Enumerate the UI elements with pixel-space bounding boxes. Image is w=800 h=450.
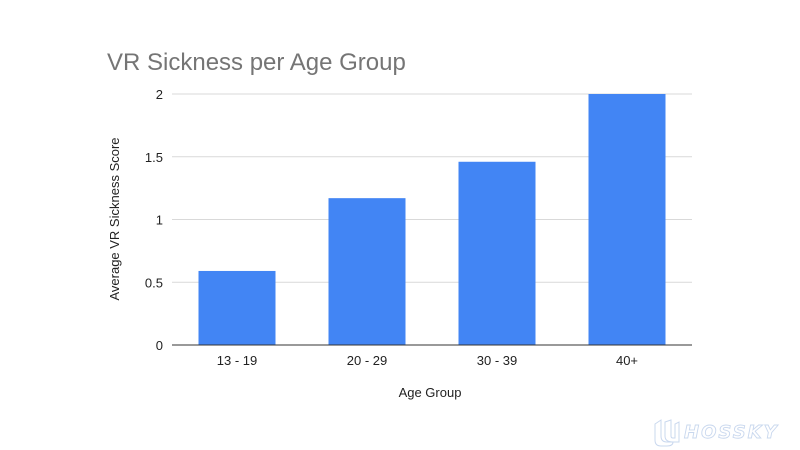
bars (198, 94, 666, 345)
y-tick-label: 0 (156, 338, 163, 353)
x-tick-label: 13 - 19 (217, 353, 257, 368)
chart-title: VR Sickness per Age Group (107, 49, 406, 76)
x-tick-label: 40+ (616, 353, 638, 368)
x-tick-labels: 13 - 19 20 - 29 30 - 39 40+ (217, 353, 638, 368)
watermark: HOSSKY (654, 419, 779, 447)
bar (328, 198, 406, 345)
x-axis-label: Age Group (399, 385, 462, 400)
y-tick-label: 0.5 (145, 275, 163, 290)
bar (458, 161, 536, 345)
y-tick-label: 2 (156, 87, 163, 102)
x-tick-label: 30 - 39 (477, 353, 517, 368)
watermark-text: HOSSKY (684, 422, 779, 443)
y-axis-label: Average VR Sickness Score (107, 137, 122, 300)
y-tick-labels: 0 0.5 1 1.5 2 (145, 87, 163, 353)
bar (198, 270, 276, 345)
x-tick-label: 20 - 29 (347, 353, 387, 368)
y-tick-label: 1.5 (145, 150, 163, 165)
bar (588, 94, 666, 345)
hosky-logo-icon (654, 419, 680, 447)
y-tick-label: 1 (156, 213, 163, 228)
